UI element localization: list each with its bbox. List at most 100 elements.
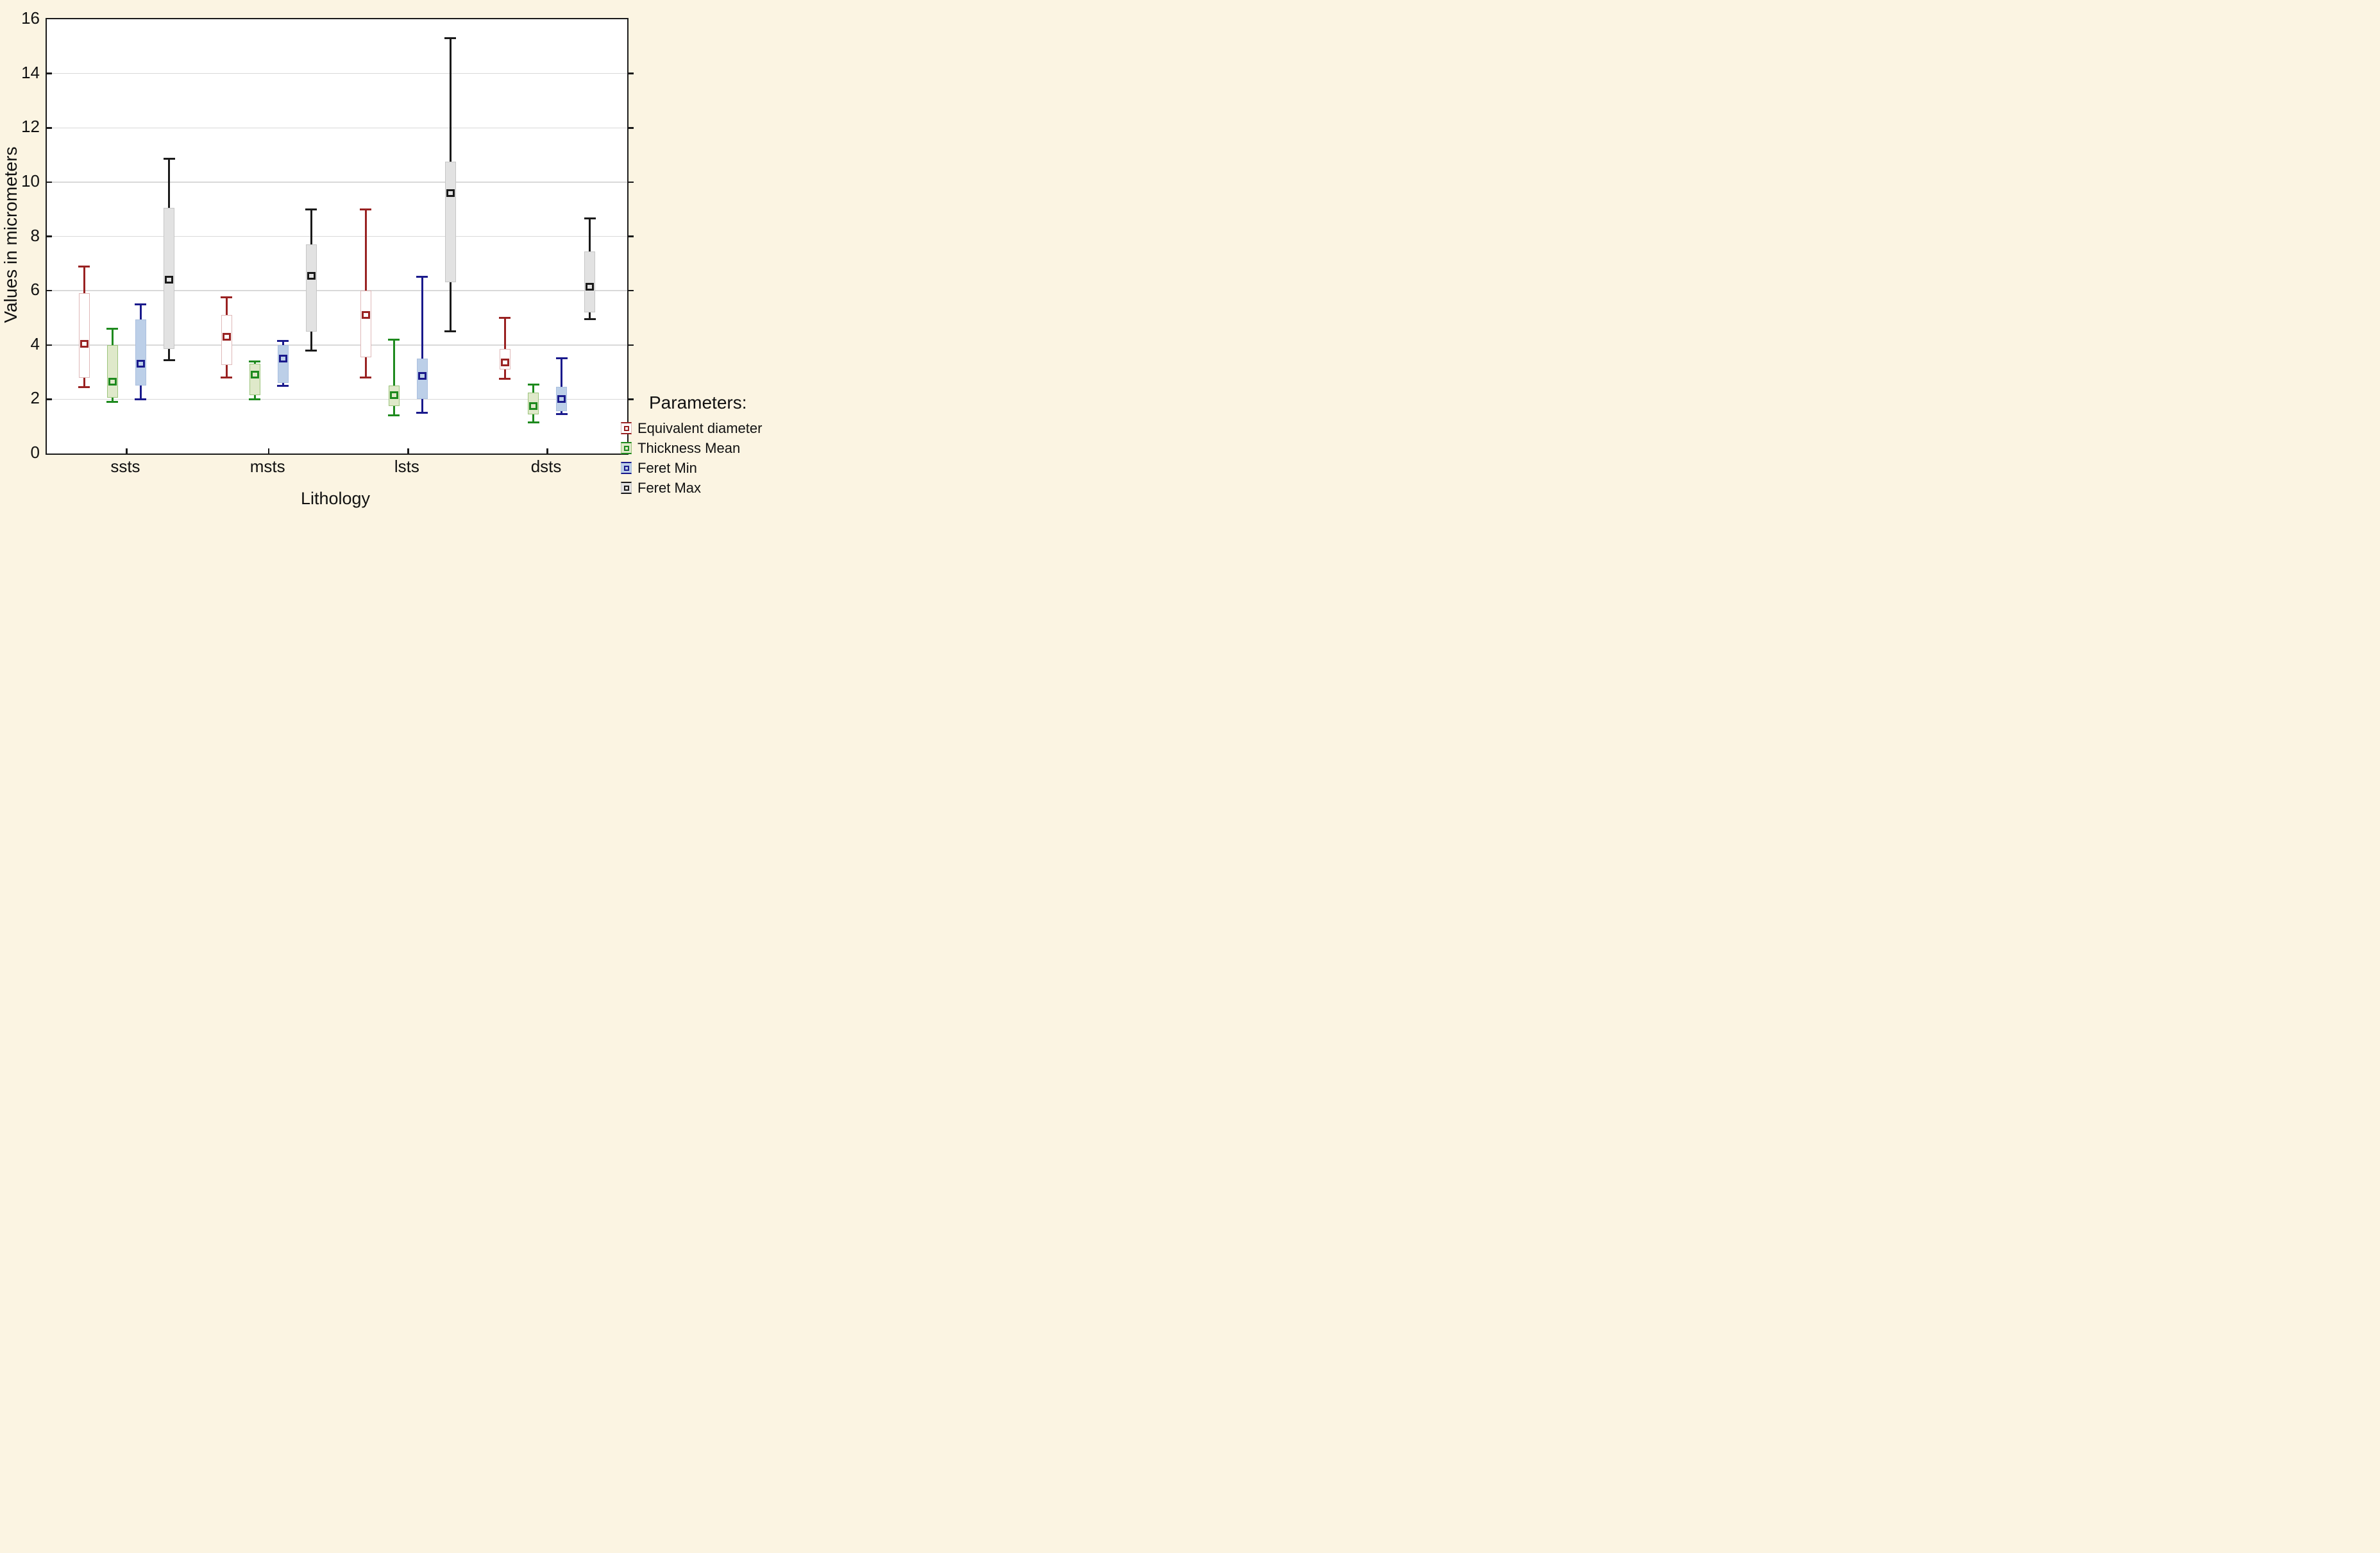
whisker-cap-high-msts-feret-min <box>277 339 289 342</box>
gridline-y-4 <box>47 344 627 346</box>
whisker-upper-dsts-feret-min <box>561 358 563 387</box>
box-lsts-equivalent-diameter <box>360 291 371 357</box>
legend-swatch-equivalent-diameter-icon <box>621 422 632 434</box>
x-tick-label-dsts: dsts <box>530 457 562 476</box>
y-tick-label-12: 12 <box>21 117 40 137</box>
gridline-y-8 <box>47 235 627 237</box>
mean-marker-lsts-equivalent-diameter <box>361 311 370 319</box>
whisker-cap-low-dsts-equivalent-diameter <box>499 378 511 380</box>
whisker-cap-high-ssts-feret-max <box>163 158 175 160</box>
legend-label-equivalent-diameter: Equivalent diameter <box>637 420 763 436</box>
whisker-cap-high-dsts-equivalent-diameter <box>499 316 511 319</box>
mean-marker-icon <box>623 425 629 431</box>
whisker-upper-lsts-equivalent-diameter <box>364 209 367 291</box>
whisker-cap-low-dsts-thickness-mean <box>527 421 539 423</box>
y-tick-label-6: 6 <box>30 280 40 300</box>
whisker-cap-high-msts-equivalent-diameter <box>221 296 233 299</box>
whisker-lower-ssts-thickness-mean <box>111 398 114 402</box>
whisker-cap-high-lsts-feret-min <box>416 276 428 278</box>
mean-marker-lsts-thickness-mean <box>389 391 398 400</box>
whisker-cap-low-msts-equivalent-diameter <box>221 377 233 379</box>
whisker-cap-low-ssts-thickness-mean <box>106 401 119 403</box>
whisker-lower-msts-feret-max <box>310 331 312 351</box>
mean-marker-ssts-feret-min <box>136 360 145 368</box>
legend-swatch-thickness-mean-icon <box>621 442 632 454</box>
legend-title: Parameters: <box>649 393 747 412</box>
box-ssts-thickness-mean <box>106 344 118 398</box>
whisker-cap-high-ssts-feret-min <box>135 303 147 305</box>
box-dsts-feret-max <box>584 251 596 312</box>
mean-marker-msts-feret-min <box>278 354 287 362</box>
whisker-lower-ssts-feret-max <box>168 349 170 361</box>
gridline-y-10 <box>47 182 627 183</box>
whisker-lower-dsts-thickness-mean <box>532 414 535 423</box>
legend-row-equivalent-diameter: Equivalent diameter <box>621 418 762 438</box>
whisker-cap-low-lsts-thickness-mean <box>388 414 400 417</box>
whisker-cap-high-lsts-equivalent-diameter <box>360 208 372 210</box>
whisker-upper-msts-feret-max <box>310 209 312 245</box>
whisker-lower-dsts-feret-min <box>561 411 563 414</box>
whisker-lower-dsts-feret-max <box>589 312 591 319</box>
y-tick-right-6 <box>629 289 634 292</box>
y-tick-right-12 <box>629 127 634 129</box>
whisker-cap-low-lsts-feret-min <box>416 412 428 414</box>
y-tick-left-2 <box>47 398 52 400</box>
y-tick-left-4 <box>47 344 52 346</box>
whisker-lower-lsts-feret-max <box>449 282 452 332</box>
mean-marker-dsts-feret-max <box>586 282 595 291</box>
x-tick-dsts <box>546 448 548 454</box>
whisker-lower-ssts-equivalent-diameter <box>83 377 85 387</box>
whisker-upper-ssts-thickness-mean <box>111 328 114 345</box>
gridline-y-2 <box>47 398 627 400</box>
whisker-cap-high-lsts-feret-max <box>444 37 457 40</box>
boxplot-figure: Values in micrometers Lithology Paramete… <box>0 0 793 518</box>
mean-marker-dsts-feret-min <box>557 395 566 403</box>
mean-marker-lsts-feret-min <box>418 372 426 380</box>
whisker-cap-low-msts-thickness-mean <box>249 398 261 400</box>
y-tick-label-4: 4 <box>30 334 40 353</box>
y-tick-left-8 <box>47 235 52 237</box>
gridline-y-12 <box>47 127 627 128</box>
legend-label-thickness-mean: Thickness Mean <box>637 439 741 456</box>
box-msts-thickness-mean <box>249 364 260 396</box>
y-tick-right-4 <box>629 344 634 346</box>
whisker-cap-low-dsts-feret-min <box>555 413 568 416</box>
whisker-upper-msts-thickness-mean <box>253 361 256 364</box>
y-tick-right-10 <box>629 181 634 183</box>
y-tick-label-8: 8 <box>30 225 40 245</box>
y-tick-label-2: 2 <box>30 388 40 408</box>
whisker-cap-high-ssts-equivalent-diameter <box>78 265 90 267</box>
mean-marker-icon <box>623 445 629 451</box>
whisker-upper-lsts-feret-min <box>421 276 423 359</box>
whisker-lower-lsts-equivalent-diameter <box>364 357 367 378</box>
whisker-upper-lsts-thickness-mean <box>392 339 395 386</box>
whisker-upper-dsts-equivalent-diameter <box>503 318 506 350</box>
box-msts-feret-min <box>277 344 289 383</box>
plot-area <box>46 18 634 455</box>
whisker-upper-msts-equivalent-diameter <box>225 297 228 316</box>
y-tick-label-14: 14 <box>21 62 40 82</box>
box-ssts-equivalent-diameter <box>78 293 90 378</box>
mean-marker-icon <box>623 465 629 471</box>
mean-marker-msts-equivalent-diameter <box>222 333 231 341</box>
whisker-upper-lsts-feret-max <box>449 38 452 162</box>
whisker-upper-dsts-feret-max <box>589 218 591 251</box>
x-tick-msts <box>267 448 270 454</box>
whisker-lower-msts-equivalent-diameter <box>225 365 228 378</box>
whisker-cap-low-lsts-equivalent-diameter <box>360 377 372 379</box>
whisker-lower-msts-thickness-mean <box>253 395 256 400</box>
mean-marker-ssts-thickness-mean <box>108 377 117 386</box>
y-tick-left-6 <box>47 289 52 292</box>
mean-marker-ssts-equivalent-diameter <box>80 339 89 348</box>
box-msts-feret-max <box>305 244 317 332</box>
legend-row-feret-min: Feret Min <box>621 458 762 478</box>
whisker-cap-high-dsts-thickness-mean <box>527 383 539 386</box>
whisker-cap-low-ssts-equivalent-diameter <box>78 386 90 388</box>
legend-row-thickness-mean: Thickness Mean <box>621 438 762 458</box>
whisker-upper-ssts-feret-max <box>168 158 170 208</box>
whisker-cap-high-msts-feret-max <box>305 208 317 210</box>
legend-swatch-feret-min-icon <box>621 462 632 474</box>
whisker-cap-low-ssts-feret-min <box>135 398 147 400</box>
whisker-upper-ssts-equivalent-diameter <box>83 266 85 294</box>
mean-marker-dsts-thickness-mean <box>529 402 538 410</box>
